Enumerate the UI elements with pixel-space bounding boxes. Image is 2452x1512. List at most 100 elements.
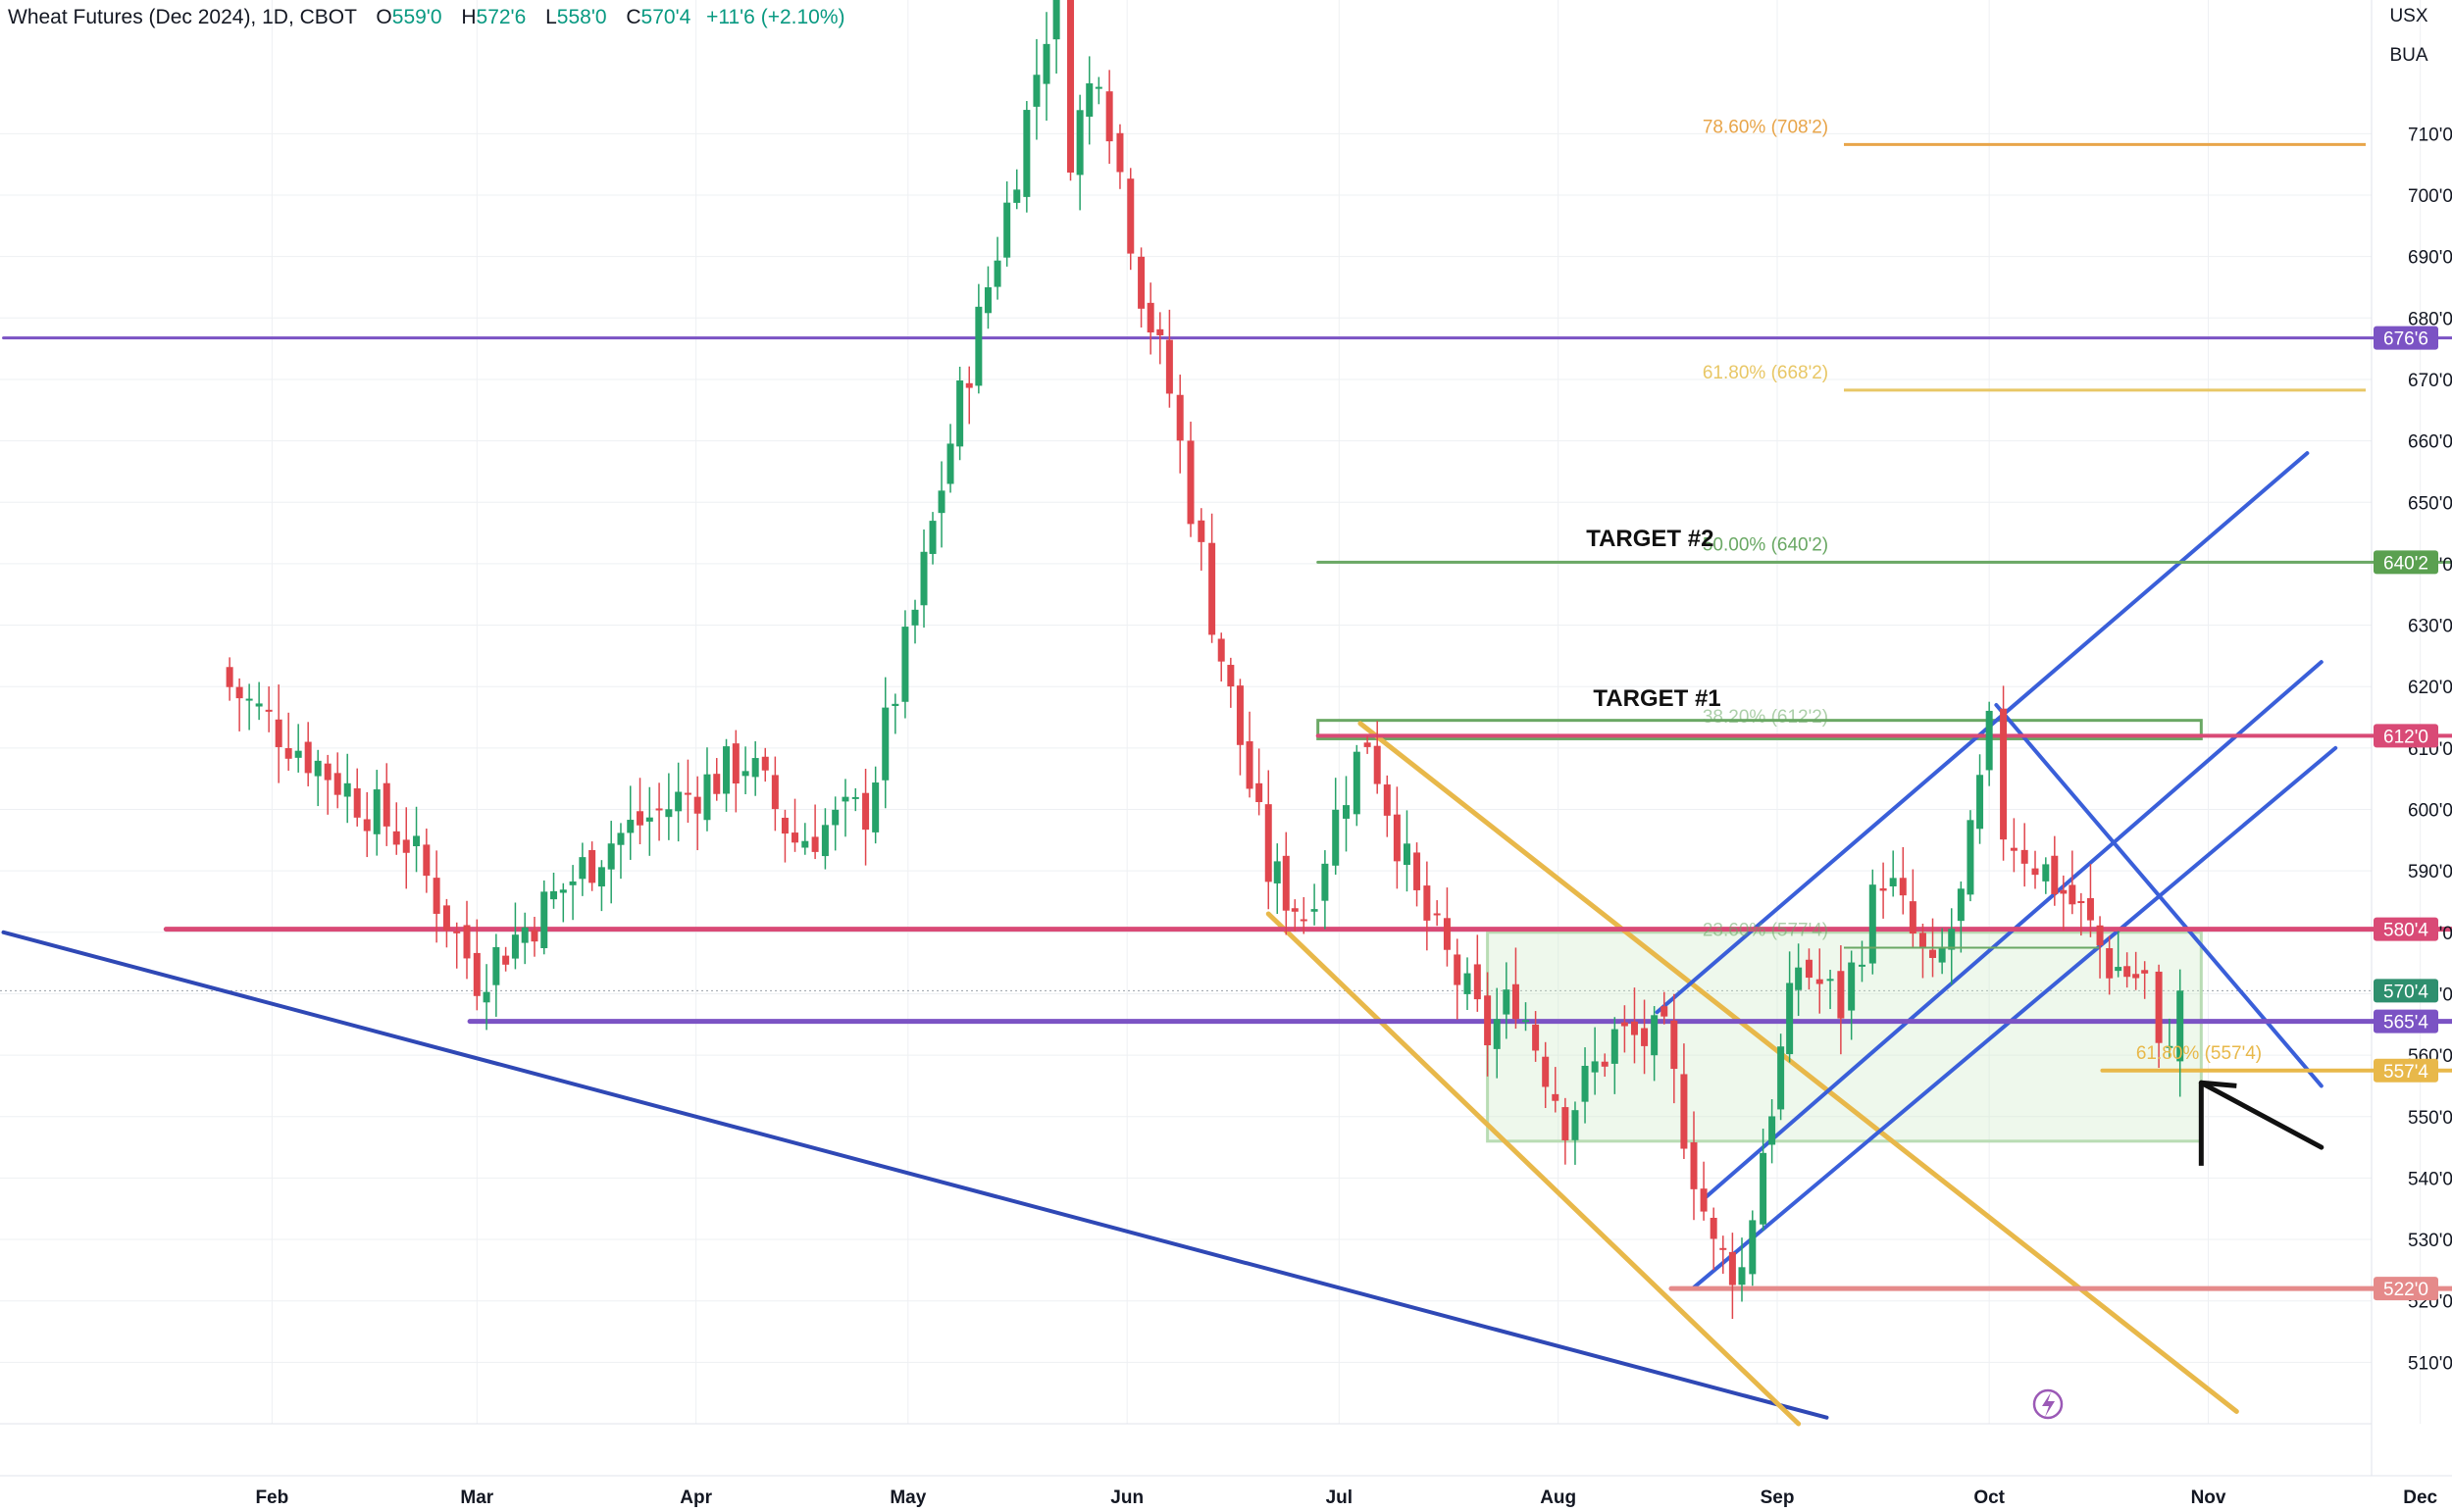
candle-body [1043,43,1050,84]
price-tag-text: 522'0 [2383,1280,2428,1300]
candle-body [732,743,740,784]
candle-body [1484,995,1492,1046]
fib-label: 61.80% (557'4) [2136,1043,2262,1064]
candle-body [1176,394,1184,441]
candle-body [1805,959,1813,979]
candle-body [1889,878,1897,886]
blue-channel-lower [1690,745,2338,1291]
price-tag [2374,1009,2438,1033]
candle-body [1957,888,1965,922]
candle-body [1815,979,1823,984]
candle-body [304,741,312,774]
price-axis[interactable]: 510'0520'0530'0540'0550'0560'0570'0580'0… [2408,125,2452,1374]
candle-body [741,771,749,777]
lightning-icon [2042,1392,2055,1417]
time-axis[interactable]: Feb Mar Apr May Jun Jul Aug Sep Oct Nov Dec [255,1487,2437,1508]
candle-body [1255,782,1263,803]
price-tag [2374,979,2438,1003]
candle-body [882,707,890,781]
price-tag-text: 612'0 [2383,727,2428,747]
price-tag [2374,724,2438,748]
candle-body [540,891,548,948]
candle-body [2051,855,2059,894]
candle-body [751,758,759,778]
candle-body [1532,1024,1540,1051]
y-tick-label: 600'0 [2408,801,2452,822]
candle-body [792,832,799,843]
candle-body [235,686,243,699]
candles [226,0,2184,1320]
candle-body [1282,855,1290,911]
candle-body [1413,852,1421,890]
candle-body [1454,954,1461,985]
candle-body [2020,849,2028,864]
price-tag-text: 640'2 [2383,553,2428,574]
candle-body [1899,878,1907,896]
candle-body [579,857,587,880]
open-value: 559'0 [391,6,442,28]
candle-body [920,551,928,606]
candle-body [723,746,731,794]
candle-body [597,867,605,887]
candle-body [1033,75,1041,107]
fib-label: 50.00% (640'2) [1703,534,1828,555]
candle-body [569,881,577,885]
candle-body [1383,784,1391,816]
candle-body [892,703,899,707]
candle-body [1433,913,1441,916]
candle-body [1156,328,1164,335]
fib-levels: 78.60% (708'2) 61.80% (668'2) 50.00% (640'… [1703,117,2366,1064]
candle-body [1023,110,1031,197]
candle-body [811,836,819,852]
price-tag [2374,326,2438,350]
candle-body [226,667,233,687]
candle-body [353,788,361,818]
candle-body [1321,863,1329,901]
candle-body [693,796,701,814]
x-tick-label: Dec [2403,1487,2437,1508]
candle-body [2031,868,2039,876]
candle-body [1138,256,1146,309]
candle-body [1630,1021,1638,1035]
candle-body [965,382,973,388]
candle-body [1003,202,1011,258]
candle-body [245,698,253,701]
unit-label[interactable]: BUA [2389,45,2428,66]
currency-label[interactable]: USX [2389,6,2428,26]
candle-body [463,925,471,959]
candle-body [1423,885,1431,921]
candle-body [1837,971,1845,1019]
candle-body [1443,918,1451,950]
fib-label: 38.20% (612'2) [1703,707,1828,728]
blue-channel-upper [1655,451,2310,1015]
price-tags: 676'6 640'2 612'0 580'4 570'4 565'4 557'4 522'0 [2374,326,2438,1301]
candle-body [655,808,663,811]
candle-body [1561,1107,1569,1140]
candle-body [1795,967,1803,990]
candle-body [2176,990,2184,1062]
candle-body [2077,901,2085,904]
y-tick-label: 590'0 [2408,862,2452,882]
candle-body [1076,110,1084,176]
candle-body [1187,440,1195,525]
fib-label: 61.80% (668'2) [1703,363,1828,383]
candle-body [2042,864,2050,882]
candle-body [1938,947,1946,963]
candle-body [453,931,461,933]
candle-body [1660,1006,1668,1017]
candle-body [1393,814,1401,862]
y-tick-label: 630'0 [2408,617,2452,637]
y-tick-label: 620'0 [2408,678,2452,698]
candle-body [984,286,992,314]
candle-body [2141,970,2149,974]
candle-body [1165,339,1173,394]
candle-body [771,775,779,810]
candle-body [1571,1110,1579,1140]
candle-body [1291,908,1299,912]
candle-body [383,782,390,827]
price-tag [2374,917,2438,941]
candle-body [1651,1015,1659,1056]
y-tick-label: 650'0 [2408,493,2452,514]
candle-body [294,750,302,758]
